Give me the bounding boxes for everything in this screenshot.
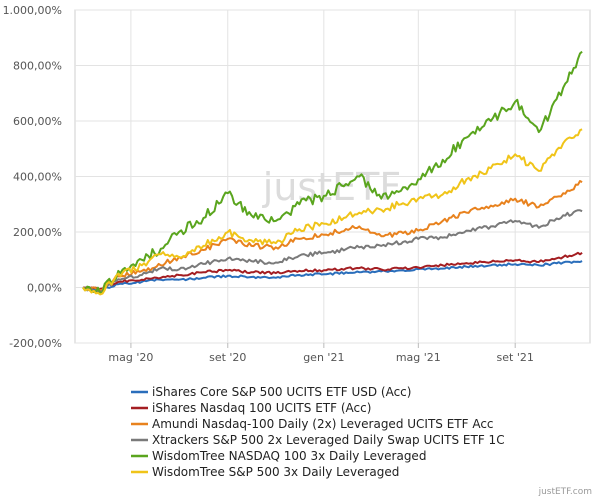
watermark-text: justETF [262,165,401,209]
y-tick-label: 200,00% [13,226,62,239]
legend-item-label[interactable]: Xtrackers S&P 500 2x Leveraged Daily Swa… [152,433,505,447]
chart-grid [74,9,591,344]
x-tick-label: gen '21 [303,351,344,364]
chart-axes: -200,00% 0,00% 200,00% 400,00% 600,00% 800,00… [3,4,534,364]
credit-label: justETF.com [538,487,592,497]
chart-series [82,50,583,296]
series-line [82,209,583,293]
legend-item-label[interactable]: iShares Core S&P 500 UCITS ETF USD (Acc) [152,385,411,399]
legend-item-label[interactable]: WisdomTree NASDAQ 100 3x Daily Leveraged [152,449,426,463]
y-tick-label: 600,00% [13,115,62,128]
series-line [82,180,583,292]
y-tick-label: 1.000,00% [3,4,62,17]
legend-item-label[interactable]: Amundi Nasdaq-100 Daily (2x) Leveraged U… [152,417,494,431]
legend-item-label[interactable]: iShares Nasdaq 100 UCITS ETF (Acc) [152,401,371,415]
series-line [82,251,583,291]
series-line [82,50,583,295]
x-tick-label: mag '20 [108,351,153,364]
x-tick-label: mag '21 [396,351,441,364]
y-tick-label: 0,00% [27,282,62,295]
series-line [82,260,583,292]
y-tick-label: 400,00% [13,171,62,184]
series-line [82,128,583,296]
x-tick-label: set '21 [497,351,534,364]
chart-legend: iShares Core S&P 500 UCITS ETF USD (Acc)… [131,385,505,479]
y-tick-label: -200,00% [9,337,62,350]
legend-item-label[interactable]: WisdomTree S&P 500 3x Daily Leveraged [152,465,399,479]
x-tick-label: set '20 [209,351,246,364]
y-tick-label: 800,00% [13,60,62,73]
